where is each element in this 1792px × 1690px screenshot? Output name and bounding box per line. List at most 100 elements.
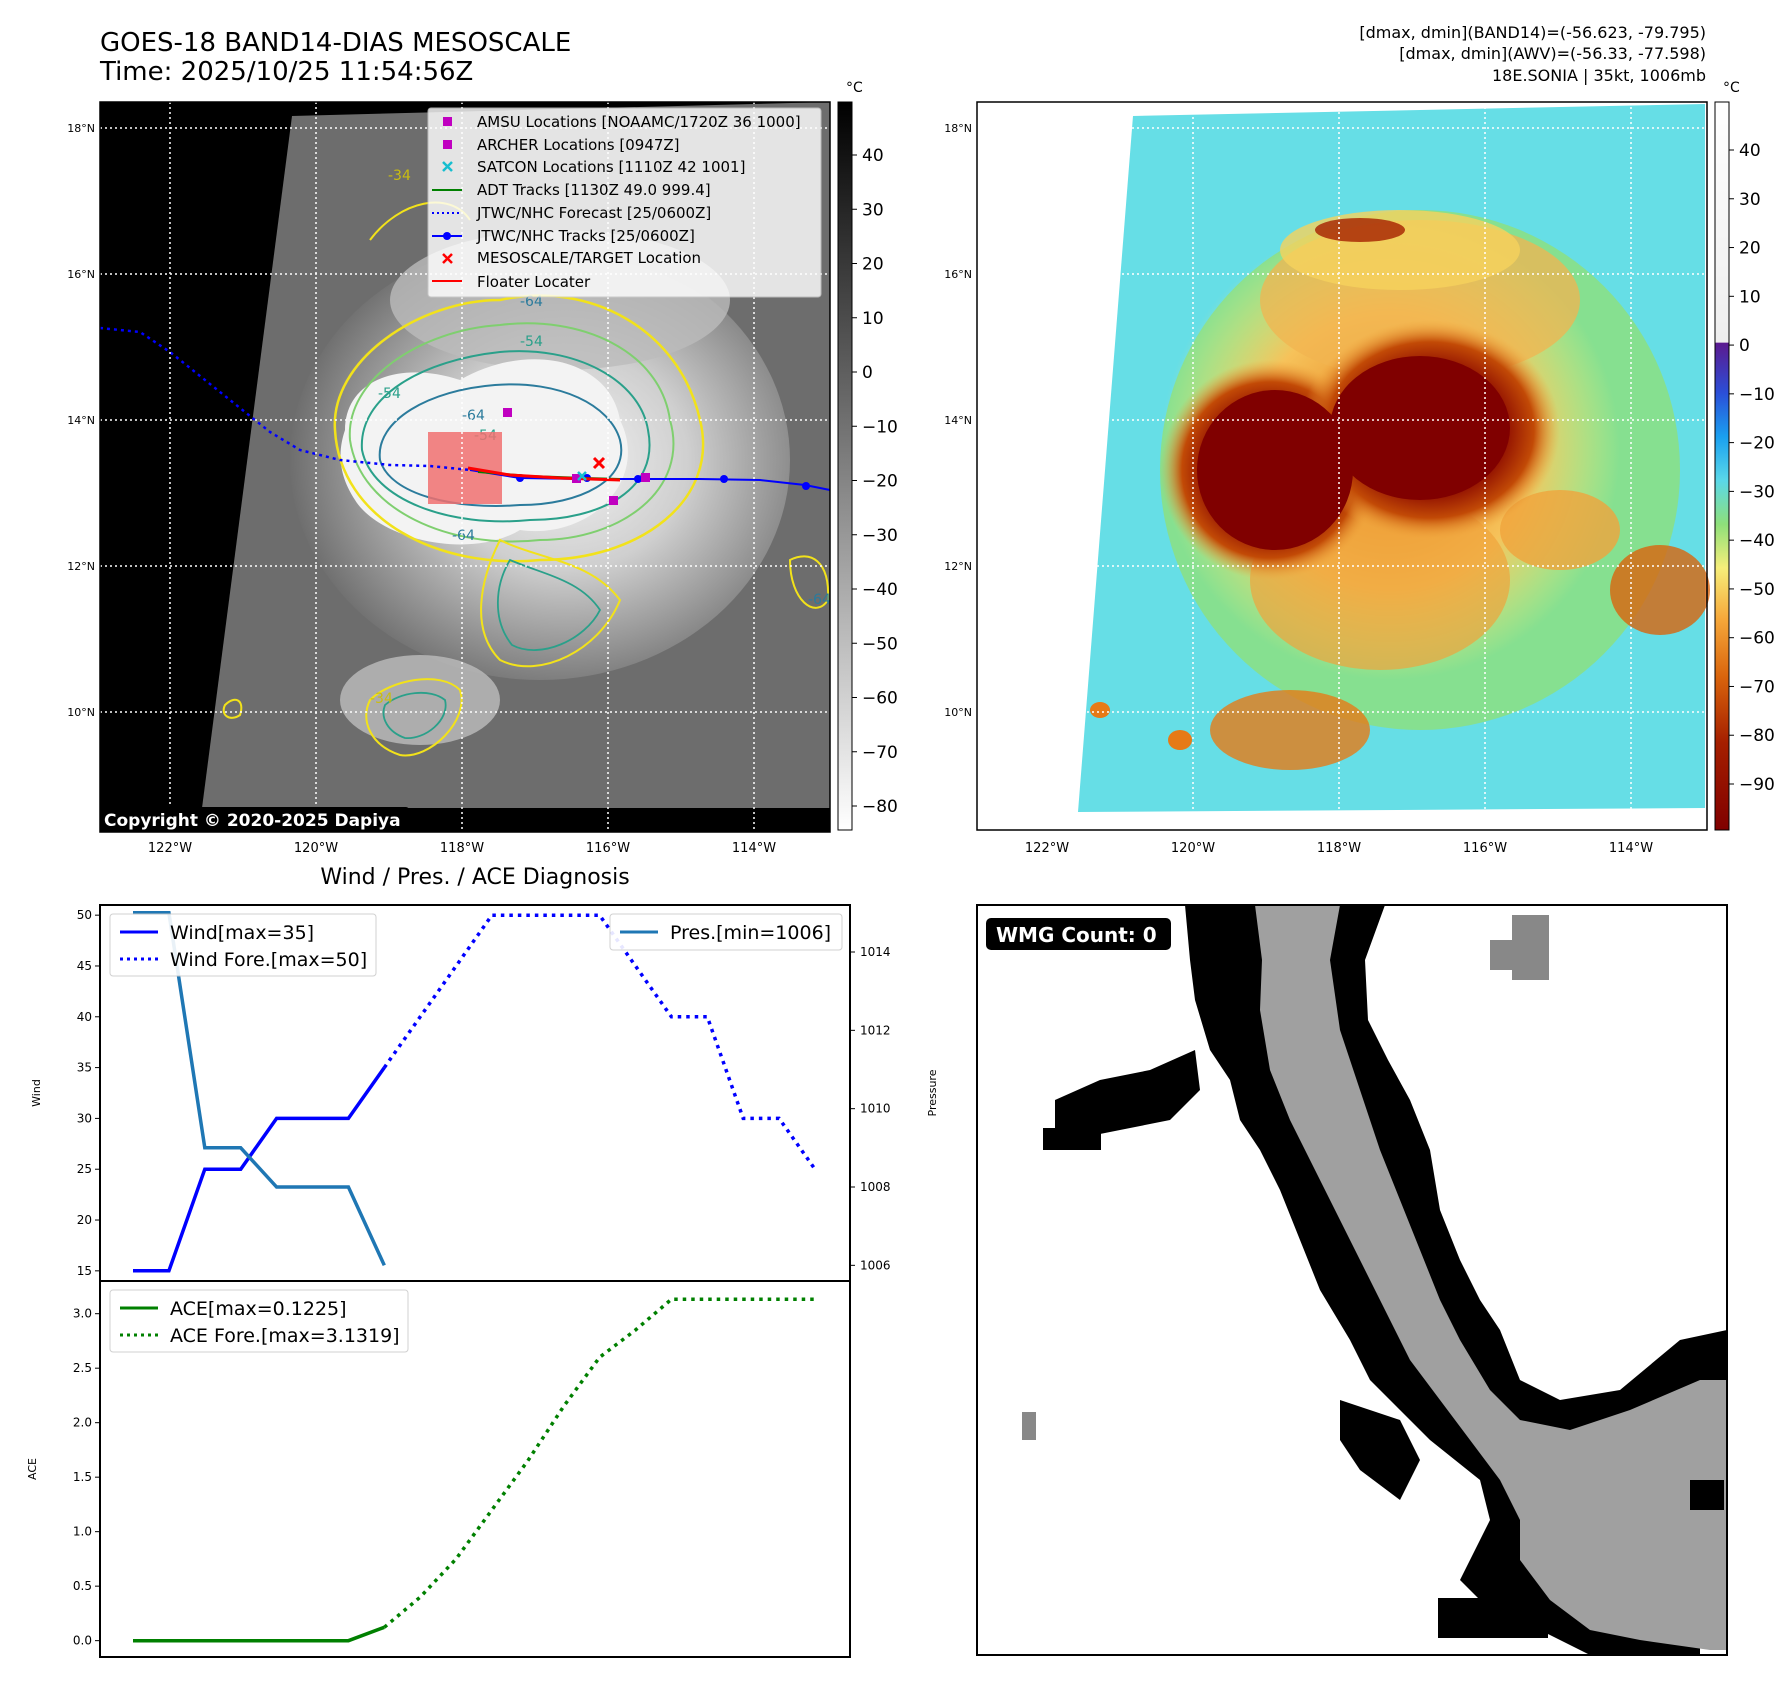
y-tick-label: 0.5 <box>73 1579 92 1593</box>
archer-marker <box>641 473 650 482</box>
map-legend: AMSU Locations [NOAAMC/1720Z 36 1000] AR… <box>427 107 822 298</box>
colorbar-color-tick-label: −50 <box>1739 580 1775 600</box>
info-line-2: [dmax, dmin](AWV)=(-56.33, -77.598) <box>1399 44 1706 63</box>
left-map-frame <box>99 101 831 833</box>
pressure-legend-label: Pres.[min=1006] <box>670 922 831 944</box>
wind-axis-label: Wind <box>30 1079 43 1107</box>
colorbar-gray-tick-label: −30 <box>862 526 898 546</box>
map-legend-label: Floater Locater <box>477 273 591 291</box>
colorbar-gray-tick-label: −70 <box>862 743 898 763</box>
y-right-tick-label: 1008 <box>860 1180 891 1194</box>
y-right-tick-label: 1010 <box>860 1102 891 1116</box>
lon-label: 122°W <box>1025 841 1069 856</box>
colorbar-color-tick-label: −20 <box>1739 434 1775 454</box>
right-map-frame <box>976 101 1708 831</box>
pressure-axis-label: Pressure <box>926 1069 939 1116</box>
lat-label: 14°N <box>67 414 95 427</box>
wind-legend: Wind[max=35] Wind Fore.[max=50] <box>109 913 377 977</box>
figure-time: Time: 2025/10/25 11:54:56Z <box>99 57 473 87</box>
series-line <box>133 1066 386 1273</box>
info-line-1: [dmax, dmin](BAND14)=(-56.623, -79.795) <box>1359 23 1706 42</box>
colorbar-gray-tick-label: −20 <box>862 472 898 492</box>
y-tick-label: 40 <box>77 1010 92 1024</box>
lon-label: 118°W <box>1317 841 1361 856</box>
ace-fore-legend-label: ACE Fore.[max=3.1319] <box>170 1325 400 1347</box>
y-tick-label: 1.5 <box>73 1470 92 1484</box>
colorbar-color-unit: °C <box>1723 80 1740 96</box>
map-legend-label: ADT Tracks [1130Z 49.0 999.4] <box>477 181 711 199</box>
wmg-frame <box>976 904 1728 1656</box>
colorbar-gray-tick-label: 0 <box>862 363 873 383</box>
y-tick-label: 3.0 <box>73 1307 92 1321</box>
lat-label: 18°N <box>944 122 972 135</box>
y-tick-label: 25 <box>77 1162 92 1176</box>
amsu-marker <box>503 408 512 417</box>
lon-label: 116°W <box>586 841 630 856</box>
colorbar-color-tick-label: 30 <box>1739 190 1761 210</box>
colorbar-color-tick-label: 20 <box>1739 239 1761 259</box>
right-map-gridlines <box>977 102 1707 830</box>
floater-locater <box>467 466 621 482</box>
lon-label: 116°W <box>1463 841 1507 856</box>
series-line <box>382 913 817 1171</box>
colorbar-color-tick-label: 0 <box>1739 336 1750 356</box>
contour-label: -34 <box>370 691 393 707</box>
contour-label: -64 <box>462 408 485 424</box>
target-marker <box>592 456 606 470</box>
map-axis-labels: 18°N 18°N 16°N 16°N 14°N 14°N 12°N 12°N 10°N 10°N… <box>67 122 1653 856</box>
colorbar-gray-unit: °C <box>846 80 863 96</box>
colorbar-color-tick-label: −10 <box>1739 385 1775 405</box>
colorbar-gray <box>837 101 853 831</box>
colorbar-gray-ticks: 40 30 20 10 0 −10 −20 −30 −40 −50 −60 −70 −80 <box>852 146 898 817</box>
colorbar-gray-tick-label: 20 <box>862 255 884 275</box>
y-tick-label: 45 <box>77 959 92 973</box>
colorbar-color-tick-label: 10 <box>1739 287 1761 307</box>
wind-fore-legend-label: Wind Fore.[max=50] <box>170 949 367 971</box>
archer-marker <box>609 496 618 505</box>
y-tick-label: 35 <box>77 1061 92 1075</box>
ace-legend-label: ACE[max=0.1225] <box>170 1298 347 1320</box>
colorbar-color-tick-label: −40 <box>1739 531 1775 551</box>
colorbar-color-tick-label: −70 <box>1739 677 1775 697</box>
colorbar-gray-tick-label: −40 <box>862 580 898 600</box>
colorbar-gray-tick-label: −60 <box>862 689 898 709</box>
y-tick-label: 1.0 <box>73 1525 92 1539</box>
y-tick-label: 2.0 <box>73 1416 92 1430</box>
map-legend-label: AMSU Locations [NOAAMC/1720Z 36 1000] <box>477 113 801 131</box>
ace-legend: ACE[max=0.1225] ACE Fore.[max=3.1319] <box>109 1289 409 1353</box>
lat-label: 10°N <box>944 706 972 719</box>
colorbar-gray-tick-label: −10 <box>862 417 898 437</box>
lat-label: 14°N <box>944 414 972 427</box>
colorbar-gray-tick-label: −80 <box>862 797 898 817</box>
jtwc-track <box>469 469 831 491</box>
colorbar-gray-tick-label: 40 <box>862 146 884 166</box>
lat-label: 16°N <box>944 268 972 281</box>
colorbar-color-tick-label: −30 <box>1739 482 1775 502</box>
colorbar-gray-tick-label: 10 <box>862 309 884 329</box>
y-tick-label: 15 <box>77 1264 92 1278</box>
lat-label: 18°N <box>67 122 95 135</box>
wmg-panel: WMG Count: 0 <box>977 905 1727 1655</box>
floater-box <box>428 432 502 504</box>
pressure-legend: Pres.[min=1006] <box>609 913 843 951</box>
map-legend-label: JTWC/NHC Forecast [25/0600Z] <box>476 204 711 222</box>
wind-legend-label: Wind[max=35] <box>170 922 314 944</box>
lat-label: 12°N <box>944 560 972 573</box>
figure-title: GOES-18 BAND14-DIAS MESOSCALE <box>100 28 571 58</box>
lat-label: 16°N <box>67 268 95 281</box>
lon-label: 120°W <box>294 841 338 856</box>
series-line <box>383 1297 815 1629</box>
contour-label: -54 <box>520 334 543 350</box>
colorbar-color <box>1714 101 1730 831</box>
colorbar-color-ticks: 40 30 20 10 0 −10 −20 −30 −40 −50 −60 −70 −80 −90 <box>1729 141 1775 795</box>
info-line-3: 18E.SONIA | 35kt, 1006mb <box>1492 66 1706 85</box>
archer-marker <box>572 474 581 483</box>
colorbar-color-tick-label: 40 <box>1739 141 1761 161</box>
y-right-tick-label: 1014 <box>860 945 891 959</box>
map-legend-label: MESOSCALE/TARGET Location <box>477 249 701 267</box>
ace-chart-frame <box>99 1280 851 1658</box>
contour-label: -54 <box>378 386 401 402</box>
y-tick-label: 20 <box>77 1213 92 1227</box>
colorbar-color-tick-label: −80 <box>1739 726 1775 746</box>
